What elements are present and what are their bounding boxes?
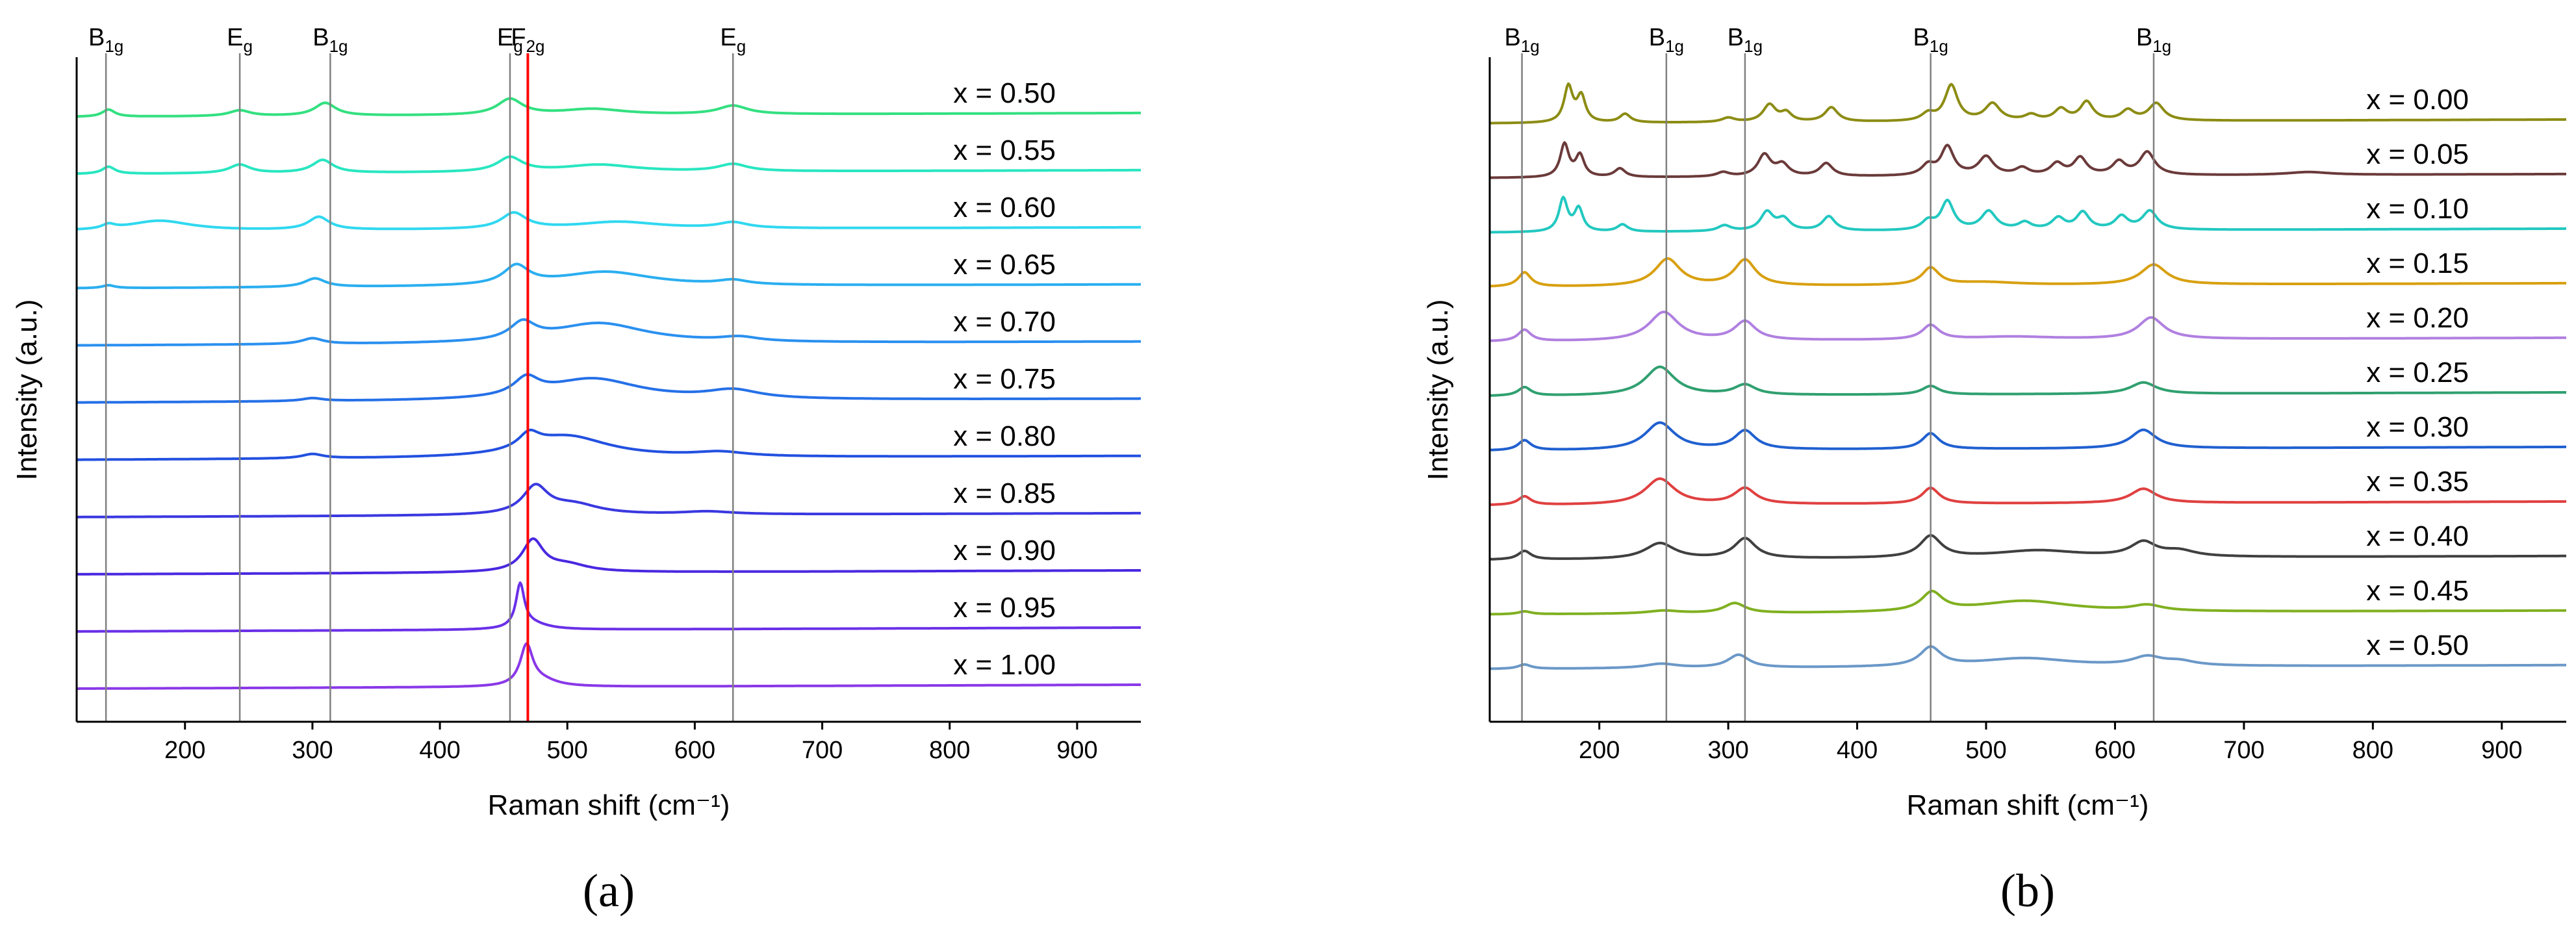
mode-label: B1g: [2136, 24, 2171, 56]
y-axis-title: Intensity (a.u.): [11, 299, 43, 481]
series-line: [77, 318, 1141, 347]
panel-label-a: (a): [583, 865, 635, 917]
series-line: [77, 581, 1141, 633]
mode-label: Eg: [497, 24, 523, 56]
series-line: [77, 97, 1141, 118]
mode-label: Eg: [227, 24, 253, 56]
x-tick-label: 300: [292, 737, 333, 764]
series-label: x = 0.15: [2366, 248, 2469, 279]
x-tick-label: 600: [674, 737, 715, 764]
series-line: [77, 642, 1141, 690]
series-line: [1489, 311, 2566, 342]
series-label: x = 1.00: [953, 649, 1056, 681]
series-label: x = 0.10: [2366, 193, 2469, 225]
series-line: [77, 373, 1141, 404]
x-tick-label: 900: [2481, 737, 2522, 764]
x-tick-label: 400: [419, 737, 460, 764]
series-label: x = 0.25: [2366, 357, 2469, 388]
panel-label-b: (b): [2000, 865, 2055, 917]
x-tick-label: 300: [1707, 737, 1748, 764]
series-label: x = 0.00: [2366, 84, 2469, 116]
series-line: [1489, 421, 2566, 452]
series-label: x = 0.80: [953, 420, 1056, 452]
x-tick-label: 600: [2095, 737, 2136, 764]
mode-label: B1g: [88, 24, 123, 56]
mode-label: B1g: [1649, 24, 1684, 56]
series-line: [1490, 141, 2566, 179]
series-line: [1489, 589, 2566, 616]
x-axis-title: Raman shift (cm⁻¹): [1907, 789, 2149, 821]
series-label: x = 0.70: [953, 306, 1056, 338]
series-label: x = 0.95: [953, 592, 1056, 624]
series-line: [76, 155, 1141, 175]
series-label: x = 0.55: [953, 134, 1056, 166]
series-line: [76, 210, 1141, 231]
series-line: [1489, 257, 2566, 288]
series-label: x = 0.60: [953, 192, 1056, 223]
x-tick-label: 500: [547, 737, 588, 764]
series-label: x = 0.75: [953, 363, 1056, 395]
mode-label: B1g: [1913, 24, 1948, 56]
x-tick-label: 800: [929, 737, 970, 764]
x-tick-label: 400: [1837, 737, 1878, 764]
mode-label: F2g: [511, 24, 544, 56]
x-tick-label: 200: [164, 737, 205, 764]
x-axis-title: Raman shift (cm⁻¹): [488, 789, 730, 821]
series-label: x = 0.45: [2366, 575, 2469, 607]
series-label: x = 0.90: [953, 535, 1056, 566]
x-tick-label: 200: [1579, 737, 1620, 764]
panel-a-chart: x = 0.50 x = 0.55 x = 0.60 x = 0.65 x = 0.70…: [11, 24, 1141, 917]
mode-label: B1g: [1504, 24, 1539, 56]
x-tick-label: 900: [1056, 737, 1097, 764]
mode-label: B1g: [312, 24, 348, 56]
x-tick-label: 700: [802, 737, 843, 764]
series-line: [77, 428, 1141, 461]
series-label: x = 0.35: [2366, 466, 2469, 498]
series-label: x = 0.50: [953, 77, 1056, 109]
x-tick-label: 800: [2353, 737, 2393, 764]
series-line: [1490, 196, 2566, 234]
series-line: [1489, 645, 2566, 670]
series-label: x = 0.05: [2366, 138, 2469, 170]
series-label: x = 0.50: [2366, 630, 2469, 661]
series-line: [77, 483, 1141, 518]
y-axis-title: Intensity (a.u.): [1422, 299, 1454, 481]
series-line: [1489, 477, 2566, 506]
series-line: [1490, 82, 2566, 125]
series-line: [77, 537, 1141, 576]
panel-b-chart: x = 0.00 x = 0.05 x = 0.10 x = 0.15 x = 0.20…: [1422, 24, 2566, 917]
mode-label: Eg: [720, 24, 746, 56]
x-tick-label: 700: [2223, 737, 2264, 764]
series-label: x = 0.20: [2366, 302, 2469, 334]
series-label: x = 0.65: [953, 249, 1056, 281]
series-label: x = 0.40: [2366, 520, 2469, 552]
x-tick-label: 500: [1965, 737, 2006, 764]
series-label: x = 0.30: [2366, 411, 2469, 443]
series-line: [1490, 365, 2566, 397]
series-line: [77, 262, 1141, 290]
series-label: x = 0.85: [953, 477, 1056, 509]
series-line: [1489, 534, 2566, 561]
mode-label: B1g: [1728, 24, 1763, 56]
